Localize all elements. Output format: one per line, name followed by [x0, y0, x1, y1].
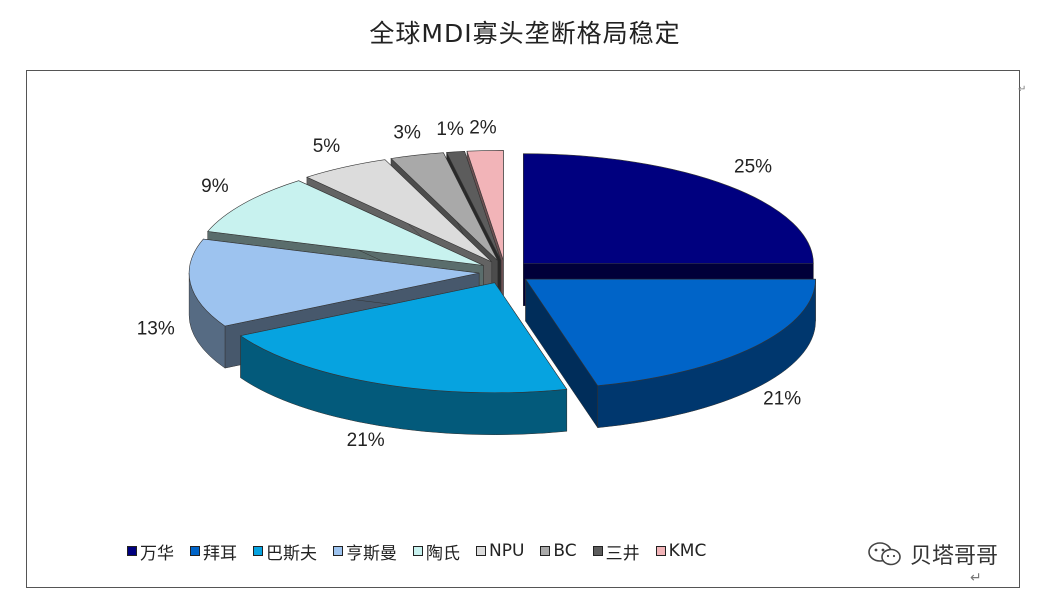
pie-slice-4	[207, 180, 484, 266]
legend-item: 拜耳	[190, 539, 237, 564]
legend-swatch	[655, 546, 666, 556]
pie-label-5: 5%	[313, 136, 341, 157]
legend-label: 万华	[140, 543, 174, 564]
legend-item: 三井	[592, 539, 640, 564]
chart-title: 全球MDI寡头垄断格局稳定	[369, 19, 681, 48]
corner-mark: ↵	[1018, 84, 1027, 95]
pie-slice-5	[306, 159, 492, 263]
pie-label-0: 25%	[734, 157, 772, 178]
pie-label-4: 9%	[201, 176, 229, 197]
chart-frame	[26, 70, 1020, 588]
legend-swatch	[413, 546, 423, 556]
pie-slice-0	[523, 153, 814, 265]
pie-slice-3	[188, 238, 480, 327]
legend-label: 拜耳	[203, 543, 237, 564]
legend: 万华 拜耳 巴斯夫 亨斯曼 陶氏 NPU BC 三井 KMC	[127, 539, 707, 564]
pie-label-2: 21%	[347, 430, 385, 451]
legend-item: 巴斯夫	[253, 539, 317, 564]
watermark-text: 贝塔哥哥	[910, 544, 999, 569]
legend-item: KMC	[655, 541, 707, 561]
watermark: 贝塔哥哥	[862, 540, 1003, 569]
legend-swatch	[592, 546, 603, 556]
pie-slice-7	[446, 151, 502, 261]
legend-swatch	[127, 546, 137, 556]
legend-label: KMC	[668, 541, 707, 561]
legend-item: 亨斯曼	[333, 539, 397, 564]
legend-label: BC	[553, 541, 577, 561]
pie-label-7: 1%	[436, 119, 464, 140]
legend-swatch	[333, 546, 343, 556]
pie-slice-2	[239, 282, 568, 394]
legend-label: 巴斯夫	[266, 543, 317, 564]
legend-label: NPU	[489, 541, 525, 561]
pie-label-6: 3%	[393, 122, 421, 143]
legend-swatch	[476, 546, 486, 556]
pie-slice-8	[466, 150, 504, 261]
legend-swatch	[540, 546, 551, 556]
legend-label: 三井	[605, 543, 640, 564]
legend-item: BC	[540, 541, 577, 561]
pie-slice-1	[524, 278, 816, 387]
legend-swatch	[253, 546, 263, 556]
return-mark: ↵	[970, 570, 982, 586]
legend-label: 亨斯曼	[346, 543, 397, 564]
legend-item: NPU	[476, 541, 524, 561]
pie-label-3: 13%	[137, 319, 175, 340]
legend-label: 陶氏	[426, 543, 460, 564]
pie-label-8: 2%	[469, 117, 497, 138]
pie-slice-6	[390, 152, 499, 261]
legend-item: 陶氏	[413, 539, 460, 564]
wechat-icon	[868, 542, 901, 566]
legend-item: 万华	[127, 539, 174, 564]
pie-label-1: 21%	[763, 389, 801, 410]
legend-swatch	[190, 546, 200, 556]
